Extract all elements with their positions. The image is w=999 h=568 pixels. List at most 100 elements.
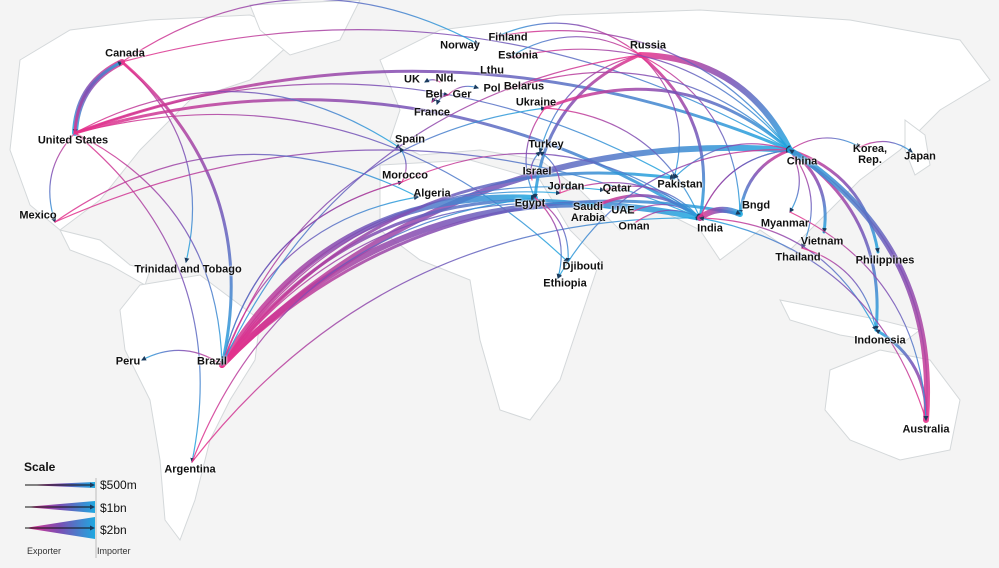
flow-finland-to-china xyxy=(497,30,791,151)
flow-russia-to-china xyxy=(637,52,793,153)
country-label-tt: Trinidad and Tobago xyxy=(134,263,242,276)
flow-ger-to-france xyxy=(436,94,449,105)
country-label-uk: UK xyxy=(404,73,420,86)
country-label-qatar: Qatar xyxy=(602,182,632,195)
country-label-argentina: Argentina xyxy=(164,463,216,476)
flow-russia-to-pakistan xyxy=(639,54,680,179)
flow-saudi-to-india xyxy=(596,194,702,220)
country-label-belarus: Belarus xyxy=(503,80,545,93)
country-label-korea: Korea, Rep. xyxy=(852,143,888,166)
flow-oman-to-india xyxy=(635,209,701,223)
flow-us-to-argentina xyxy=(74,132,201,463)
flow-egypt-to-ethiopia xyxy=(534,197,562,279)
flow-russia-to-estonia xyxy=(507,36,641,59)
flow-india-to-indonesia xyxy=(699,217,877,331)
legend-500m-label: $500m xyxy=(100,478,137,492)
country-label-pol: Pol xyxy=(483,82,501,95)
flow-canada-to-china xyxy=(121,29,791,151)
country-label-finland: Finland xyxy=(488,31,528,44)
flow-china-to-korea xyxy=(789,137,861,151)
country-label-australia: Australia xyxy=(902,423,950,436)
country-label-oman: Oman xyxy=(618,220,650,233)
country-label-peru: Peru xyxy=(115,355,141,368)
flow-israel-to-turkey xyxy=(530,151,541,181)
flow-us-to-mexico xyxy=(49,132,76,223)
flow-russia-to-india xyxy=(638,53,706,220)
country-label-bel: Bel xyxy=(425,88,443,101)
country-label-saudi: Saudi Arabia xyxy=(570,201,606,224)
flow-china-to-myanmar xyxy=(789,149,800,213)
australia-landmass xyxy=(824,349,961,461)
country-label-israel: Israel xyxy=(522,165,552,178)
legend-title: Scale xyxy=(24,460,56,474)
country-label-morocco: Morocco xyxy=(382,169,428,182)
country-label-estonia: Estonia xyxy=(498,49,538,62)
flow-uae-to-india xyxy=(631,203,701,219)
country-label-japan: Japan xyxy=(904,150,936,163)
flow-argentina-to-egypt xyxy=(191,195,536,463)
flow-estonia-to-china xyxy=(507,48,791,151)
flow-brazil-to-jordan xyxy=(221,190,561,366)
country-label-algeria: Algeria xyxy=(413,187,451,200)
country-label-brazil: Brazil xyxy=(197,355,227,368)
flow-morocco-to-india xyxy=(401,152,701,219)
country-label-ger: Ger xyxy=(452,88,472,101)
flow-brazil-to-peru xyxy=(141,349,223,366)
flow-mexico-to-algeria xyxy=(54,153,419,223)
flow-china-to-thailand xyxy=(789,149,812,249)
legend-2bn-label: $2bn xyxy=(100,523,127,537)
flow-ukraine-to-egypt xyxy=(525,107,546,199)
flow-australia-to-india xyxy=(699,216,927,421)
flow-canada-to-brazil xyxy=(120,60,233,367)
flow-myanmar-to-australia xyxy=(789,211,929,421)
country-label-philippines: Philippines xyxy=(855,254,915,267)
country-label-uae: UAE xyxy=(611,204,635,217)
flow-morocco-to-brazil xyxy=(220,181,403,366)
flow-egypt-to-djibouti xyxy=(534,197,571,263)
flow-russia-to-finland xyxy=(497,22,641,56)
flow-canada-to-norway xyxy=(121,0,479,63)
flow-canada-to-tt xyxy=(121,61,194,263)
flow-jordan-to-turkey xyxy=(539,151,561,194)
flow-us-to-pakistan xyxy=(74,83,675,179)
country-label-ethiopia: Ethiopia xyxy=(543,277,587,290)
flow-qatar-to-india xyxy=(603,185,701,219)
country-label-pakistan: Pakistan xyxy=(657,178,703,191)
flow-ukraine-to-india xyxy=(544,107,701,219)
flow-india-to-bngd xyxy=(697,206,743,221)
flow-china-to-pakistan xyxy=(673,143,791,179)
flow-us-to-spain xyxy=(74,90,401,149)
flow-morocco-to-spain xyxy=(399,147,407,183)
flow-brazil-to-bngd xyxy=(220,199,742,367)
eurasia-landmass xyxy=(379,9,991,261)
country-label-egypt: Egypt xyxy=(514,197,546,210)
flow-russia-to-brazil xyxy=(221,54,641,366)
country-label-bngd: Bngd xyxy=(741,199,771,212)
flow-china-to-philippines xyxy=(788,148,880,254)
flow-brazil-to-qatar xyxy=(221,186,605,366)
country-label-djibouti: Djibouti xyxy=(562,260,604,273)
country-label-india: India xyxy=(697,222,723,235)
flow-ger-to-pol xyxy=(447,84,479,96)
country-label-nld: Nld. xyxy=(435,72,457,85)
trade-flows xyxy=(49,0,930,463)
country-label-russia: Russia xyxy=(629,39,667,52)
flow-belarus-to-china xyxy=(506,71,791,151)
legend-importer-label: Importer xyxy=(97,546,131,556)
legend-1bn-label: $1bn xyxy=(100,501,127,515)
country-label-china: China xyxy=(786,155,818,168)
country-label-spain: Spain xyxy=(395,133,425,146)
flow-argentina-to-india xyxy=(191,215,701,463)
flow-korea-to-japan xyxy=(859,140,913,153)
country-label-canada: Canada xyxy=(105,47,145,60)
country-label-myanmar: Myanmar xyxy=(760,217,810,230)
legend-graphics xyxy=(25,478,97,558)
legend: Scale $500m $1bn $2bn Exporter Importer xyxy=(22,458,192,563)
flow-mexico-to-india xyxy=(54,149,701,223)
flow-china-to-bngd xyxy=(738,148,792,216)
flow-us-to-canada xyxy=(73,60,124,135)
country-label-us: United States xyxy=(37,134,109,147)
flow-brazil-to-ukraine xyxy=(221,106,546,366)
